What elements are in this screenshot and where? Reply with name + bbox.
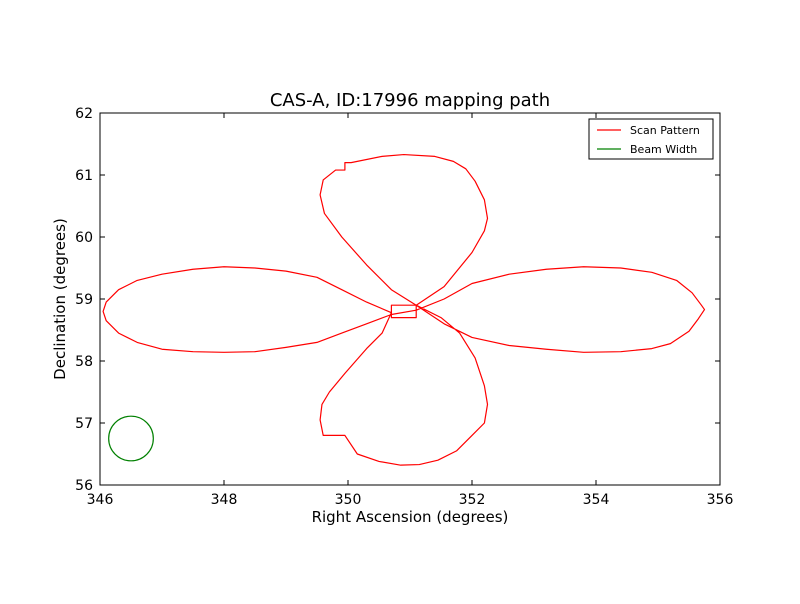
chart-title: CAS-A, ID:17996 mapping path: [270, 90, 550, 111]
y-tick-label: 60: [75, 230, 93, 246]
x-tick-label: 352: [459, 492, 486, 508]
beam-width-circle: [108, 415, 154, 462]
x-tick-label: 350: [335, 492, 362, 508]
y-tick-label: 61: [75, 168, 93, 184]
y-tick-label: 56: [75, 478, 93, 494]
y-tick-label: 62: [75, 106, 93, 122]
y-tick-label: 59: [75, 292, 93, 308]
plot-area: [102, 153, 706, 466]
x-tick-label: 354: [583, 492, 610, 508]
y-tick-label: 58: [75, 354, 93, 370]
legend-label-scan-pattern: Scan Pattern: [630, 124, 700, 137]
legend-label-beam-width: Beam Width: [630, 143, 697, 156]
legend: Scan Pattern Beam Width: [588, 118, 714, 160]
x-tick-label: 348: [211, 492, 238, 508]
y-axis-label: Declination (degrees): [51, 218, 69, 380]
x-tick-label: 346: [87, 492, 114, 508]
axis-ticks: 346 348 350 352 354 356 56 57 58 59 60 61 62: [75, 106, 733, 508]
series-line-scan-pattern: [102, 153, 706, 466]
legend-box: [588, 118, 714, 160]
axes-frame: [99, 112, 721, 486]
x-tick-label: 356: [707, 492, 734, 508]
y-tick-label: 57: [75, 416, 93, 432]
x-axis-label: Right Ascension (degrees): [312, 508, 509, 526]
